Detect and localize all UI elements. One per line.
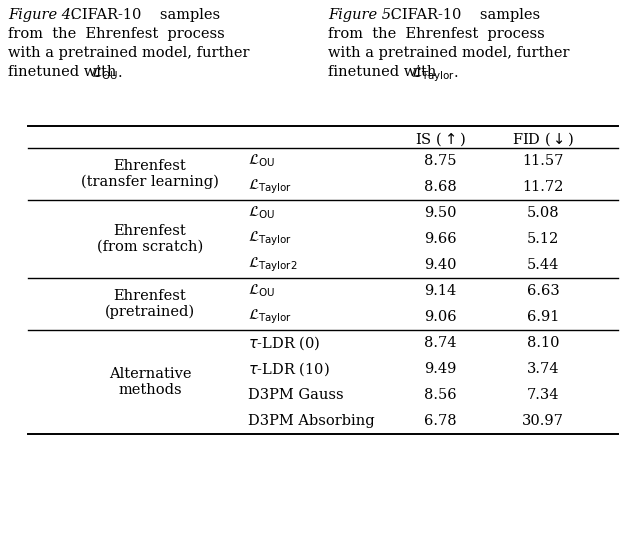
Text: 8.74: 8.74 — [424, 336, 456, 350]
Text: 9.49: 9.49 — [424, 362, 456, 376]
Text: 5.12: 5.12 — [527, 232, 559, 246]
Text: 5.08: 5.08 — [527, 206, 559, 220]
Text: D3PM Gauss: D3PM Gauss — [248, 388, 344, 402]
Text: 9.40: 9.40 — [424, 258, 456, 272]
Text: 3.74: 3.74 — [527, 362, 559, 376]
Text: $\mathcal{L}_{\mathrm{Taylor}}$: $\mathcal{L}_{\mathrm{Taylor}}$ — [248, 177, 292, 196]
Text: Alternative
methods: Alternative methods — [109, 367, 191, 397]
Text: $\mathcal{L}_{\mathrm{Taylor}}$: $\mathcal{L}_{\mathrm{Taylor}}$ — [248, 308, 292, 326]
Text: $\mathcal{L}_{\mathrm{OU}}$: $\mathcal{L}_{\mathrm{OU}}$ — [248, 282, 275, 299]
Text: 9.66: 9.66 — [424, 232, 456, 246]
Text: with a pretrained model, further: with a pretrained model, further — [328, 46, 570, 60]
Text: IS ($\uparrow$): IS ($\uparrow$) — [415, 130, 465, 148]
Text: 8.75: 8.75 — [424, 154, 456, 168]
Text: from  the  Ehrenfest  process: from the Ehrenfest process — [328, 27, 545, 41]
Text: $\mathcal{L}_{\mathrm{Taylor}}$: $\mathcal{L}_{\mathrm{Taylor}}$ — [248, 230, 292, 248]
Text: Ehrenfest
(pretrained): Ehrenfest (pretrained) — [105, 289, 195, 319]
Text: 8.68: 8.68 — [424, 180, 456, 194]
Text: $\mathcal{L}_{\mathrm{OU}}$: $\mathcal{L}_{\mathrm{OU}}$ — [248, 153, 275, 169]
Text: finetuned with: finetuned with — [328, 65, 441, 79]
Text: $\mathcal{L}_{\mathrm{OU}}$.: $\mathcal{L}_{\mathrm{OU}}$. — [91, 65, 122, 82]
Text: D3PM Absorbing: D3PM Absorbing — [248, 414, 374, 428]
Text: 6.63: 6.63 — [527, 284, 559, 298]
Text: 6.91: 6.91 — [527, 310, 559, 324]
Text: from  the  Ehrenfest  process: from the Ehrenfest process — [8, 27, 225, 41]
Text: 11.57: 11.57 — [522, 154, 564, 168]
Text: CIFAR-10    samples: CIFAR-10 samples — [66, 8, 220, 22]
Text: 6.78: 6.78 — [424, 414, 456, 428]
Text: Ehrenfest
(transfer learning): Ehrenfest (transfer learning) — [81, 159, 219, 189]
Text: FID ($\downarrow$): FID ($\downarrow$) — [512, 130, 574, 148]
Text: $\tau$-LDR (0): $\tau$-LDR (0) — [248, 334, 321, 352]
Text: Ehrenfest
(from scratch): Ehrenfest (from scratch) — [97, 224, 203, 254]
Text: 11.72: 11.72 — [522, 180, 564, 194]
Text: $\mathcal{L}_{\mathrm{Taylor}}$.: $\mathcal{L}_{\mathrm{Taylor}}$. — [411, 65, 459, 84]
Text: $\tau$-LDR (10): $\tau$-LDR (10) — [248, 360, 330, 378]
Text: finetuned with: finetuned with — [8, 65, 121, 79]
Text: 8.10: 8.10 — [527, 336, 559, 350]
Text: with a pretrained model, further: with a pretrained model, further — [8, 46, 250, 60]
Text: CIFAR-10    samples: CIFAR-10 samples — [386, 8, 540, 22]
Text: 5.44: 5.44 — [527, 258, 559, 272]
Text: 9.06: 9.06 — [424, 310, 456, 324]
Text: Figure 4.: Figure 4. — [8, 8, 76, 22]
Text: 9.50: 9.50 — [424, 206, 456, 220]
Text: Figure 5.: Figure 5. — [328, 8, 396, 22]
Text: 9.14: 9.14 — [424, 284, 456, 298]
Text: 30.97: 30.97 — [522, 414, 564, 428]
Text: $\mathcal{L}_{\mathrm{OU}}$: $\mathcal{L}_{\mathrm{OU}}$ — [248, 204, 275, 221]
Text: 7.34: 7.34 — [527, 388, 559, 402]
Text: $\mathcal{L}_{\mathrm{Taylor2}}$: $\mathcal{L}_{\mathrm{Taylor2}}$ — [248, 256, 298, 274]
Text: 8.56: 8.56 — [424, 388, 456, 402]
